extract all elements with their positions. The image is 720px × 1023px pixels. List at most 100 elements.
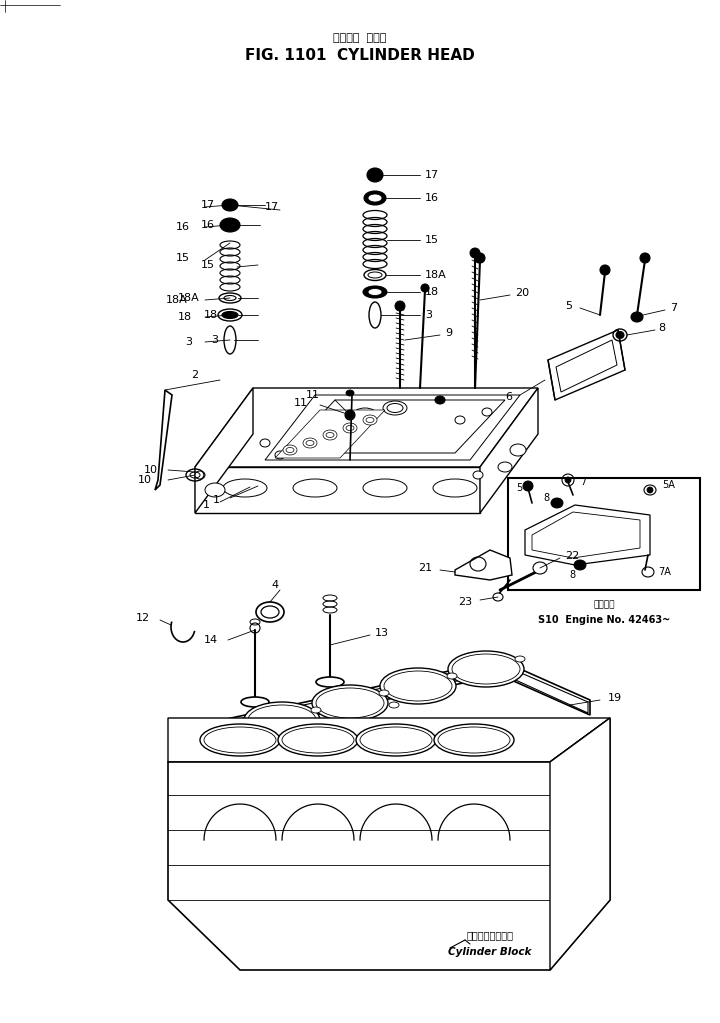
Ellipse shape [383, 401, 407, 415]
Ellipse shape [306, 441, 314, 445]
Text: 18: 18 [425, 287, 439, 297]
Text: 12: 12 [136, 613, 150, 623]
Text: 7: 7 [580, 477, 586, 487]
Ellipse shape [363, 415, 377, 425]
Ellipse shape [241, 697, 269, 707]
Text: 18A: 18A [425, 270, 446, 280]
Polygon shape [225, 663, 588, 731]
Text: 7A: 7A [658, 567, 671, 577]
Text: 5: 5 [565, 301, 572, 311]
Ellipse shape [473, 471, 483, 479]
Polygon shape [285, 400, 505, 453]
Ellipse shape [363, 479, 407, 497]
Text: 14: 14 [204, 635, 218, 644]
Text: 17: 17 [425, 170, 439, 180]
Text: 22: 22 [565, 551, 580, 561]
Polygon shape [155, 390, 172, 490]
Ellipse shape [380, 668, 456, 704]
Text: 18: 18 [204, 310, 218, 320]
Text: シリンダブロック: シリンダブロック [467, 930, 513, 940]
Polygon shape [550, 718, 610, 970]
Polygon shape [556, 340, 617, 392]
Ellipse shape [438, 727, 510, 753]
Text: 4: 4 [271, 580, 279, 590]
Ellipse shape [260, 439, 270, 447]
Ellipse shape [367, 168, 383, 182]
Ellipse shape [452, 654, 520, 684]
Ellipse shape [353, 408, 377, 422]
Polygon shape [222, 660, 590, 735]
Ellipse shape [640, 253, 650, 263]
Ellipse shape [282, 727, 354, 753]
Ellipse shape [321, 719, 331, 725]
Text: 16: 16 [176, 222, 190, 232]
Ellipse shape [223, 479, 267, 497]
Polygon shape [195, 468, 480, 513]
Ellipse shape [356, 724, 436, 756]
Text: 1: 1 [203, 500, 210, 510]
Ellipse shape [327, 420, 343, 430]
Polygon shape [455, 550, 512, 580]
Ellipse shape [224, 326, 236, 354]
Text: 18A: 18A [166, 295, 188, 305]
Text: 18A: 18A [179, 293, 200, 303]
Polygon shape [265, 395, 520, 460]
Ellipse shape [498, 462, 512, 472]
Ellipse shape [195, 471, 205, 479]
Ellipse shape [421, 284, 429, 292]
Text: Cylinder Block: Cylinder Block [449, 947, 531, 957]
Ellipse shape [323, 418, 347, 432]
Ellipse shape [523, 481, 533, 491]
Ellipse shape [369, 302, 381, 328]
Ellipse shape [316, 688, 384, 718]
Ellipse shape [222, 199, 238, 211]
Ellipse shape [493, 593, 503, 601]
Ellipse shape [470, 248, 480, 258]
Ellipse shape [275, 451, 285, 459]
Ellipse shape [311, 707, 321, 713]
Ellipse shape [574, 560, 586, 570]
Ellipse shape [600, 265, 610, 275]
Text: 11: 11 [306, 390, 320, 400]
Text: 1: 1 [213, 495, 220, 505]
Ellipse shape [357, 410, 373, 419]
Text: 8: 8 [658, 323, 665, 333]
Ellipse shape [326, 433, 334, 438]
Ellipse shape [475, 253, 485, 263]
Ellipse shape [278, 724, 358, 756]
Polygon shape [548, 330, 625, 400]
Text: 15: 15 [176, 253, 190, 263]
Ellipse shape [447, 673, 457, 679]
Text: 20: 20 [515, 288, 529, 298]
Ellipse shape [533, 562, 547, 574]
Text: FIG. 1101  CYLINDER HEAD: FIG. 1101 CYLINDER HEAD [245, 47, 475, 62]
Polygon shape [168, 718, 610, 762]
Text: 9: 9 [445, 328, 452, 338]
Ellipse shape [200, 724, 280, 756]
Text: 10: 10 [138, 475, 152, 485]
Ellipse shape [283, 445, 297, 455]
Text: 11: 11 [294, 398, 308, 408]
Ellipse shape [286, 447, 294, 452]
Ellipse shape [455, 416, 465, 424]
Ellipse shape [551, 498, 563, 508]
Ellipse shape [298, 431, 322, 445]
Text: 8: 8 [544, 493, 550, 503]
Ellipse shape [395, 301, 405, 311]
Ellipse shape [303, 438, 317, 448]
Ellipse shape [366, 417, 374, 422]
Ellipse shape [343, 422, 357, 433]
Polygon shape [525, 505, 650, 565]
Text: 21: 21 [418, 563, 432, 573]
Ellipse shape [248, 705, 316, 735]
Ellipse shape [363, 286, 387, 298]
Text: 15: 15 [201, 260, 215, 270]
Ellipse shape [510, 444, 526, 456]
Ellipse shape [434, 724, 514, 756]
Text: 7: 7 [670, 303, 677, 313]
Ellipse shape [389, 702, 399, 708]
Ellipse shape [302, 434, 318, 443]
Ellipse shape [253, 735, 263, 741]
Text: 23: 23 [458, 597, 472, 607]
Polygon shape [168, 718, 610, 970]
